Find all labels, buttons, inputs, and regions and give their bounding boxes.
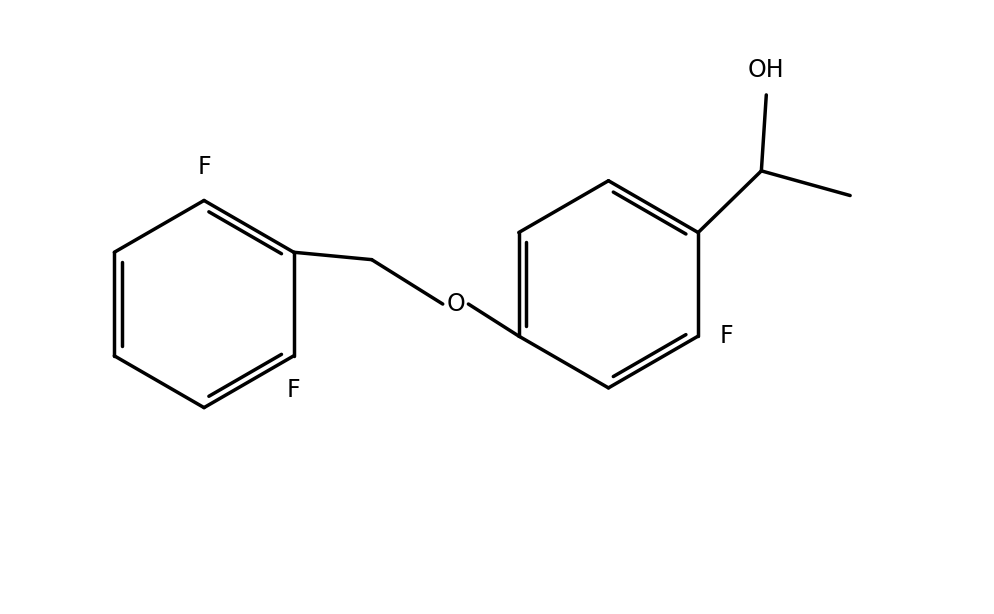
Text: F: F bbox=[197, 155, 211, 179]
Text: F: F bbox=[287, 378, 300, 402]
Text: OH: OH bbox=[747, 58, 784, 82]
Text: F: F bbox=[720, 324, 734, 348]
Text: O: O bbox=[446, 292, 465, 316]
